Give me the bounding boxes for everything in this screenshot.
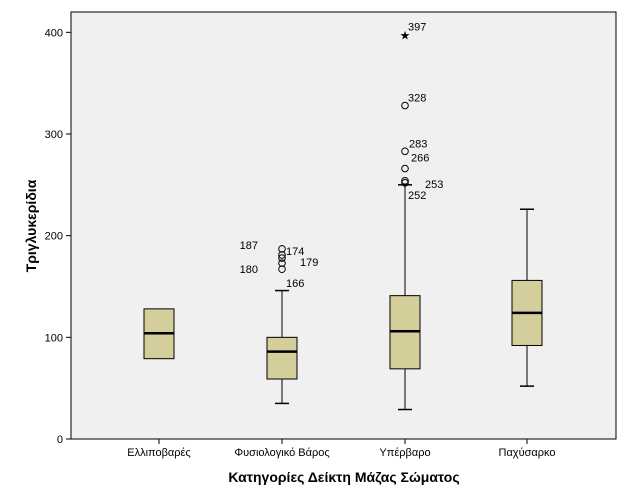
x-tick-label: Ελλιποβαρές xyxy=(127,447,190,459)
outlier-marker xyxy=(278,259,286,267)
outlier-label: 397 xyxy=(408,21,426,33)
box-1 xyxy=(143,308,175,360)
outlier-label: 266 xyxy=(411,153,429,165)
y-axis-title: Τριγλυκερίδια xyxy=(23,179,39,272)
x-tick-label: Υπέρβαρο xyxy=(379,447,430,459)
plot-area xyxy=(70,11,617,440)
y-tick-label: 100 xyxy=(45,332,63,344)
x-tick-label: Φυσιολογικό Βάρος xyxy=(234,447,329,459)
outlier-marker xyxy=(278,265,286,274)
y-tick-label: 300 xyxy=(45,129,63,141)
outlier-marker xyxy=(401,147,409,156)
x-axis-title: Κατηγορίες Δείκτη Μάζας Σώματος xyxy=(228,469,459,485)
outlier-label: 174 xyxy=(286,246,304,258)
box-4 xyxy=(511,208,543,387)
outlier-label: 252 xyxy=(408,190,426,202)
outlier-marker xyxy=(401,179,409,187)
outlier-label: 180 xyxy=(240,264,258,276)
outlier-marker xyxy=(278,251,286,259)
extreme-outlier-marker: ★ xyxy=(400,28,411,42)
y-tick-label: 200 xyxy=(45,231,63,243)
outlier-label: 328 xyxy=(408,93,426,105)
outlier-label: 253 xyxy=(425,179,443,191)
outlier-label: 187 xyxy=(240,240,258,252)
y-axis: 0 100 200 300 400 xyxy=(45,12,72,446)
outlier-label: 166 xyxy=(286,278,304,290)
outlier-marker xyxy=(401,164,409,173)
outlier-marker xyxy=(278,254,286,262)
x-tick-label: Παχύσαρκο xyxy=(499,447,556,459)
outlier-label: 283 xyxy=(409,138,427,150)
x-axis: Ελλιποβαρές Φυσιολογικό Βάρος Υπέρβαρο Παχύ… xyxy=(71,438,616,459)
y-tick-label: 400 xyxy=(45,27,63,39)
outlier-marker xyxy=(401,176,409,185)
y-tick-label: 0 xyxy=(57,434,63,446)
iqr-box xyxy=(266,336,298,380)
outlier-label: 179 xyxy=(300,257,318,269)
outlier-marker xyxy=(401,101,409,110)
